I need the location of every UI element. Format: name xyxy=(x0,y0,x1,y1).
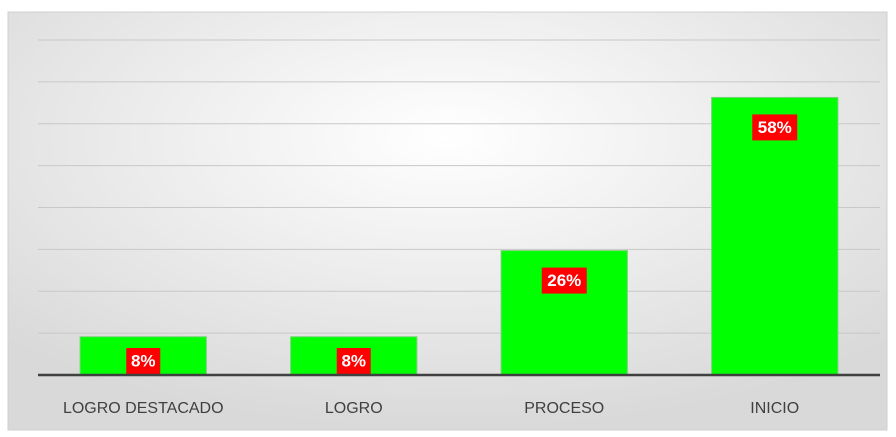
data-label: 26% xyxy=(547,271,581,290)
bar xyxy=(711,96,839,376)
data-label: 8% xyxy=(131,351,156,370)
data-label-box xyxy=(126,348,161,374)
x-tick-label: PROCESO xyxy=(524,400,604,417)
data-label-box xyxy=(541,267,587,294)
x-tick-label: INICIO xyxy=(750,400,799,417)
x-tick-label: LOGRO xyxy=(325,400,383,417)
data-label-box xyxy=(336,348,371,374)
x-tick-label: LOGRO DESTACADO xyxy=(63,400,224,417)
data-label: 58% xyxy=(758,118,792,137)
data-label-box xyxy=(752,114,798,141)
data-label: 8% xyxy=(341,351,366,370)
